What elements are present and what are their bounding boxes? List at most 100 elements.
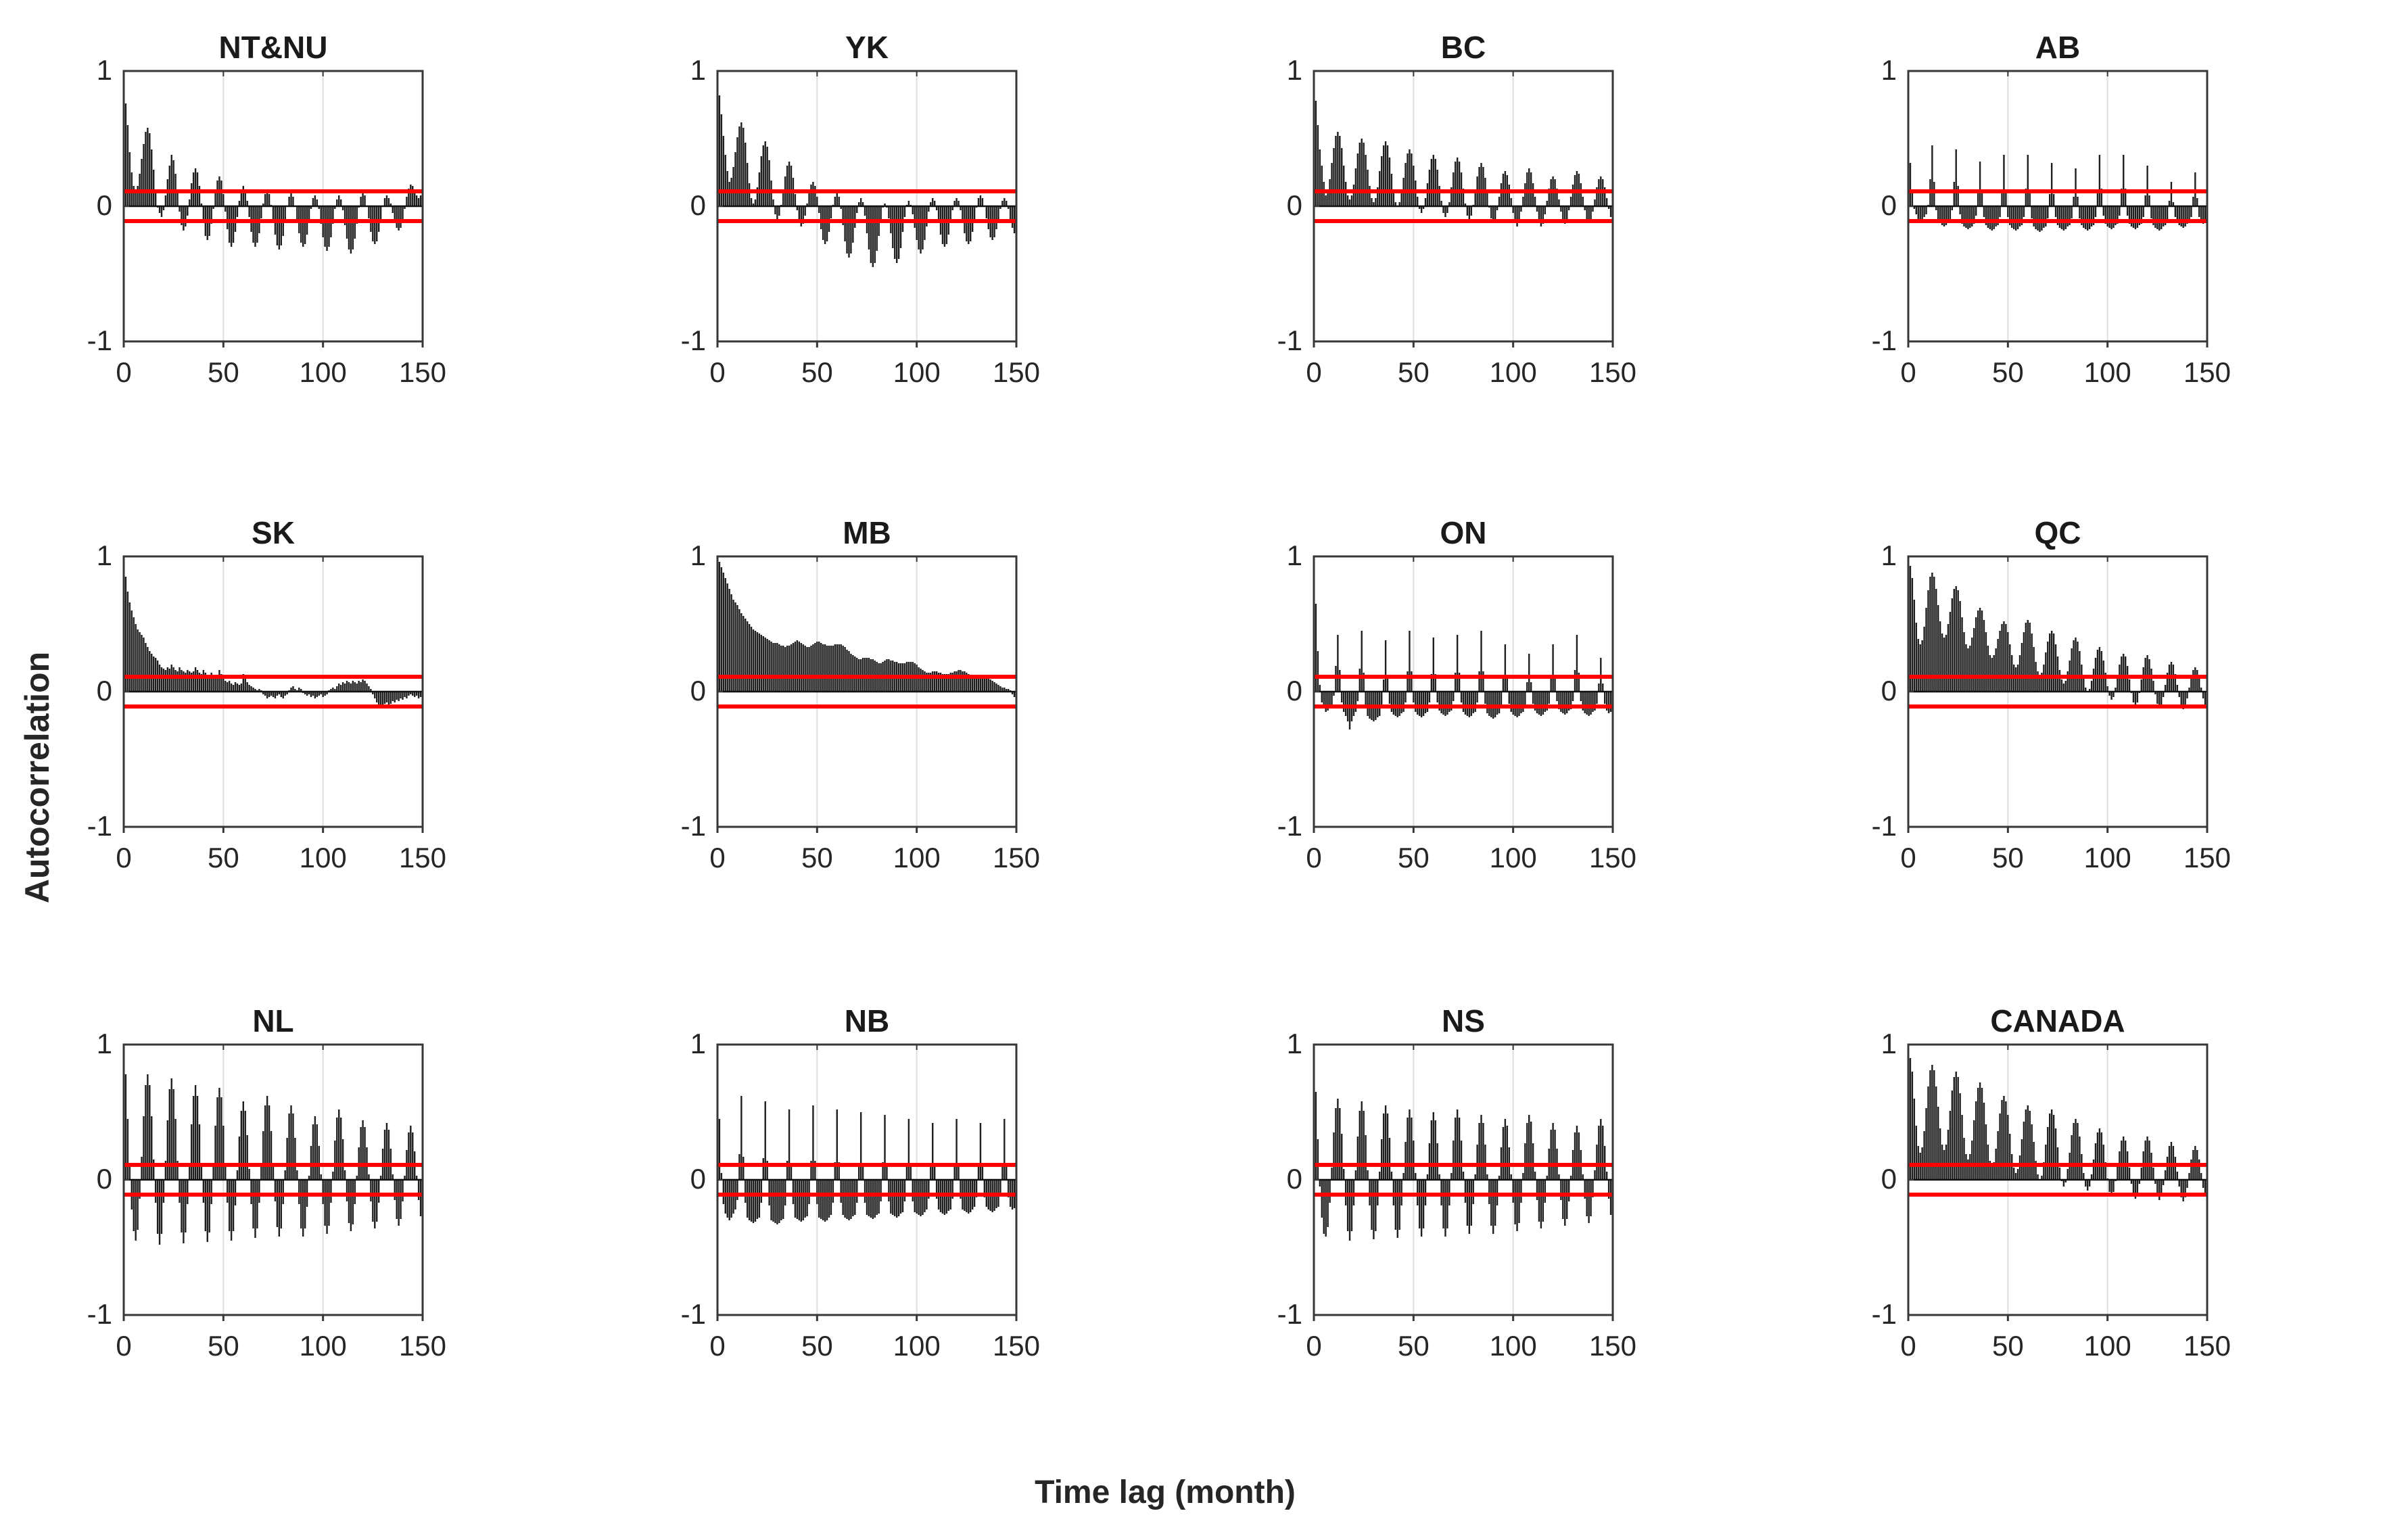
y-tick-label: -1 <box>680 325 706 356</box>
x-tick-label: 0 <box>1900 1330 1916 1362</box>
x-tick-label: 0 <box>1306 1330 1322 1362</box>
subplot-ns: NS 1 0 -1 0 50 100 150 <box>1277 1003 1636 1362</box>
subplot-yk: YK 1 0 -1 0 50 100 150 <box>681 30 1040 388</box>
y-tick-label: 0 <box>1286 675 1302 707</box>
y-tick-label: -1 <box>1871 810 1897 842</box>
y-tick-label: 1 <box>1286 540 1302 571</box>
x-tick-label: 0 <box>116 1330 132 1362</box>
y-tick-label: 1 <box>96 54 112 86</box>
x-tick-label: 150 <box>992 356 1041 388</box>
x-tick-label: 50 <box>207 842 239 873</box>
y-tick-label: 1 <box>96 540 112 571</box>
y-tick-label: 1 <box>690 540 706 571</box>
subplot-mb: MB 1 0 -1 0 50 100 150 <box>681 515 1040 873</box>
acf-plot <box>1313 1043 1614 1321</box>
x-tick-label: 0 <box>1306 356 1322 388</box>
subplot-sk: SK 1 0 -1 0 50 100 150 <box>87 515 446 873</box>
acf-plot <box>1907 70 2209 348</box>
y-tick-label: 0 <box>1881 189 1897 221</box>
plot-title: SK <box>252 515 295 550</box>
x-tick-label: 100 <box>1489 1330 1537 1362</box>
y-tick-label: 1 <box>1881 1028 1897 1059</box>
subplot-ntnu: NT&NU 1 0 -1 0 50 100 150 <box>87 30 446 388</box>
y-tick-label: 1 <box>1881 54 1897 86</box>
subplot-bc: BC 1 0 -1 0 50 100 150 <box>1277 30 1636 388</box>
y-tick-label: -1 <box>680 810 706 842</box>
x-tick-label: 100 <box>893 842 941 873</box>
x-tick-label: 100 <box>2083 356 2131 388</box>
subplot-nl: NL 1 0 -1 0 50 100 150 <box>87 1003 446 1362</box>
x-tick-label: 0 <box>1306 842 1322 873</box>
y-tick-label: 1 <box>690 54 706 86</box>
x-tick-label: 100 <box>893 356 941 388</box>
x-tick-label: 50 <box>1991 1330 2024 1362</box>
x-tick-label: 50 <box>801 842 833 873</box>
y-tick-label: 1 <box>690 1028 706 1059</box>
x-tick-label: 150 <box>398 356 447 388</box>
y-tick-label: -1 <box>1277 325 1302 356</box>
x-axis-label: Time lag (month) <box>1035 1475 1296 1510</box>
y-tick-label: -1 <box>1277 1298 1302 1330</box>
x-tick-label: 150 <box>398 1330 447 1362</box>
x-tick-label: 0 <box>1900 356 1916 388</box>
plot-title: MB <box>843 515 891 550</box>
y-tick-label: -1 <box>87 1298 112 1330</box>
plot-title: YK <box>845 30 889 65</box>
x-tick-label: 50 <box>207 356 239 388</box>
subplot-nb: NB 1 0 -1 0 50 100 150 <box>681 1003 1040 1362</box>
acf-bars <box>122 556 424 708</box>
x-tick-label: 100 <box>299 1330 347 1362</box>
y-tick-label: 0 <box>690 1163 706 1195</box>
x-tick-label: 50 <box>1397 356 1430 388</box>
acf-plot <box>1907 1043 2209 1321</box>
x-tick-label: 150 <box>1588 356 1637 388</box>
x-tick-label: 100 <box>1489 356 1537 388</box>
acf-plot <box>716 70 1018 348</box>
x-tick-label: 100 <box>2083 1330 2131 1362</box>
x-tick-label: 50 <box>801 356 833 388</box>
acf-plot <box>122 555 424 833</box>
plot-title: NB <box>844 1003 890 1038</box>
y-tick-label: 1 <box>96 1028 112 1059</box>
x-tick-label: 100 <box>299 842 347 873</box>
acf-plot <box>1907 555 2209 833</box>
subplot-qc: QC 1 0 -1 0 50 100 150 <box>1872 515 2231 873</box>
plot-title: QC <box>2034 515 2081 550</box>
y-tick-label: -1 <box>87 325 112 356</box>
x-tick-label: 150 <box>2183 1330 2232 1362</box>
plot-title: NL <box>252 1003 294 1038</box>
x-tick-label: 150 <box>1588 842 1637 873</box>
y-tick-label: -1 <box>1277 810 1302 842</box>
y-tick-label: 0 <box>1881 675 1897 707</box>
acf-plot <box>122 70 424 348</box>
x-tick-label: 0 <box>709 1330 726 1362</box>
x-tick-label: 150 <box>398 842 447 873</box>
acf-plot <box>716 1043 1018 1321</box>
x-tick-label: 150 <box>1588 1330 1637 1362</box>
x-tick-label: 50 <box>207 1330 239 1362</box>
x-tick-label: 0 <box>709 356 726 388</box>
x-tick-label: 50 <box>1991 356 2024 388</box>
x-tick-label: 50 <box>1397 1330 1430 1362</box>
x-tick-label: 50 <box>1991 842 2024 873</box>
x-tick-label: 150 <box>992 842 1041 873</box>
x-tick-label: 100 <box>299 356 347 388</box>
y-tick-label: 0 <box>1286 189 1302 221</box>
x-tick-label: 100 <box>893 1330 941 1362</box>
x-tick-label: 0 <box>116 842 132 873</box>
plot-title: CANADA <box>1990 1003 2125 1038</box>
x-tick-label: 0 <box>709 842 726 873</box>
plot-title: NS <box>1442 1003 1485 1038</box>
acf-plot <box>1313 70 1614 348</box>
y-tick-label: 0 <box>690 189 706 221</box>
y-tick-label: 0 <box>690 675 706 707</box>
y-tick-label: 0 <box>96 1163 112 1195</box>
x-tick-label: 150 <box>2183 842 2232 873</box>
plot-title: BC <box>1440 30 1486 65</box>
x-tick-label: 50 <box>801 1330 833 1362</box>
subplot-on: ON 1 0 -1 0 50 100 150 <box>1277 515 1636 873</box>
acf-plot <box>1313 555 1614 833</box>
x-tick-label: 100 <box>1489 842 1537 873</box>
x-tick-label: 50 <box>1397 842 1430 873</box>
